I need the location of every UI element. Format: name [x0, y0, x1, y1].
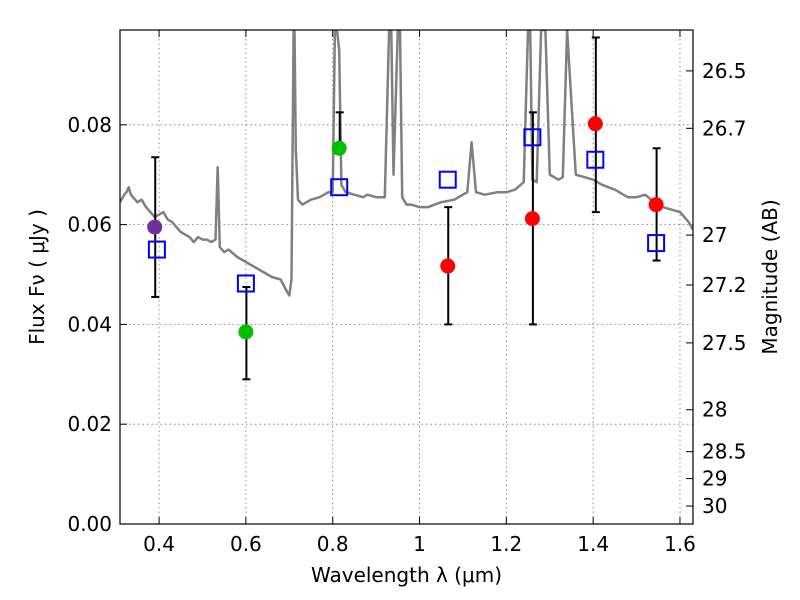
observed-circle-point [147, 219, 163, 235]
grid-lines [120, 30, 693, 524]
synthetic-square-point [330, 178, 349, 197]
observed-circle-point [331, 140, 347, 156]
x-tick-label: 1 [413, 532, 426, 556]
synthetic-square-point [647, 234, 666, 253]
y2-tick-label: 26.7 [702, 116, 747, 140]
observed-circle-point [648, 197, 664, 213]
y-tick-label: 0.06 [67, 213, 112, 237]
synthetic-points [147, 128, 666, 293]
plot-frame [119, 29, 694, 525]
synthetic-square-point [147, 240, 166, 259]
observed-circle-point [238, 324, 254, 340]
y2-tick-label: 30 [702, 494, 727, 518]
y2-tick-label: 28 [702, 398, 727, 422]
y-tick-label: 0.00 [67, 512, 112, 536]
x-tick-label: 0.6 [230, 532, 262, 556]
y2-tick-label: 27.2 [702, 273, 747, 297]
y2-tick-label: 29 [702, 467, 727, 491]
y-tick-label: 0.04 [67, 312, 112, 336]
x-tick-label: 0.8 [317, 532, 349, 556]
observed-points [147, 116, 664, 340]
y-axis-label: Flux Fν ( μJy ) [25, 209, 49, 345]
observed-circle-point [587, 116, 603, 132]
synthetic-square-point [236, 274, 255, 293]
y-tick-label: 0.08 [67, 113, 112, 137]
x-tick-label: 0.4 [143, 532, 175, 556]
x-tick-label: 1.2 [490, 532, 522, 556]
right-axis-label: Magnitude (AB) [758, 199, 782, 354]
model-spectrum [120, 30, 693, 297]
y-tick-label: 0.02 [67, 412, 112, 436]
x-tick-label: 1.4 [577, 532, 609, 556]
observed-circle-point [524, 211, 540, 227]
observed-circle-point [440, 258, 456, 274]
synthetic-square-point [438, 170, 457, 189]
x-axis-label: Wavelength λ (μm) [311, 563, 502, 587]
error-bars [151, 36, 661, 381]
y2-tick-label: 28.5 [702, 440, 747, 464]
axis-ticks: 0.4 0.6 0.8 1 1.2 1.4 1.6 0.00 0.02 0.04 0.06 0.08 2… [67, 30, 747, 556]
synthetic-square-point [586, 150, 605, 169]
x-tick-label: 1.6 [664, 532, 696, 556]
synthetic-square-point [523, 128, 542, 147]
y2-tick-label: 26.5 [702, 59, 747, 83]
y2-tick-label: 27.5 [702, 331, 747, 355]
y2-tick-label: 27 [702, 223, 727, 247]
model-spectrum-line [120, 30, 693, 297]
